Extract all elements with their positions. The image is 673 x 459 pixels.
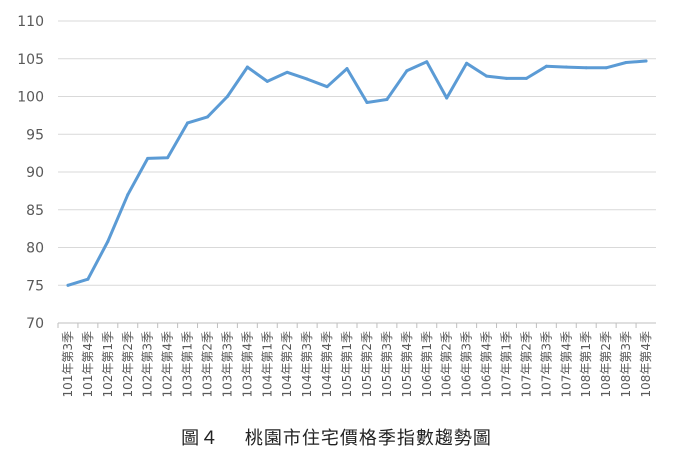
x-tick-label: 103年第4季: [240, 331, 254, 398]
x-tick-label: 107年第3季: [539, 331, 553, 398]
x-tick-label: 102年第2季: [121, 331, 135, 398]
data-point: [604, 66, 608, 70]
data-point: [305, 77, 309, 81]
y-tick-label: 105: [17, 52, 44, 68]
data-point: [106, 239, 110, 243]
y-axis-ticks: 70 75 80 85 90 95 100 105 110: [17, 14, 44, 332]
x-tick-label: 108年第4季: [639, 331, 653, 398]
data-point: [146, 156, 150, 160]
x-tick-label: 105年第2季: [360, 331, 374, 398]
y-tick-label: 85: [26, 203, 44, 219]
data-point: [265, 79, 269, 83]
x-tick-label: 106年第2季: [440, 331, 454, 398]
x-tick-label: 104年第2季: [280, 331, 294, 398]
y-tick-label: 70: [26, 316, 44, 332]
x-tick-label: 105年第1季: [340, 331, 354, 398]
y-tick-label: 80: [26, 241, 44, 257]
data-point: [225, 95, 229, 98]
x-tick-label: 105年第4季: [400, 331, 414, 398]
x-tick-label: 104年第3季: [300, 331, 314, 398]
x-tick-label: 106年第4季: [480, 331, 494, 398]
y-tick-label: 90: [26, 165, 44, 181]
x-tick-label: 107年第1季: [500, 331, 514, 398]
y-tick-label: 95: [26, 127, 44, 143]
data-point: [425, 60, 429, 64]
y-tick-label: 75: [26, 278, 44, 294]
data-point: [644, 59, 648, 63]
x-tick-label: 108年第3季: [619, 331, 633, 398]
data-point: [345, 67, 349, 71]
x-tick-label: 103年第3季: [220, 331, 234, 398]
data-point: [445, 96, 449, 100]
data-point: [206, 115, 209, 119]
data-point: [86, 277, 90, 281]
gridlines: [57, 20, 656, 328]
data-point: [505, 76, 508, 80]
series-layer: [66, 59, 648, 287]
y-tick-label: 100: [17, 90, 44, 106]
data-point: [544, 64, 548, 68]
data-point: [166, 156, 170, 160]
x-tick-label: 104年第4季: [320, 331, 334, 398]
data-point: [245, 65, 249, 69]
x-tick-label: 106年第1季: [420, 331, 434, 398]
data-point: [66, 283, 70, 287]
x-tick-label: 103年第1季: [181, 331, 195, 398]
x-tick-label: 102年第3季: [141, 331, 155, 398]
data-point: [365, 101, 369, 105]
data-point: [624, 61, 628, 65]
x-axis-ticks: 101年第3季 101年第4季 102年第1季 102年第2季 102年第3季 102年第…: [61, 331, 653, 398]
x-tick-label: 101年第3季: [61, 331, 75, 398]
y-tick-label: 110: [17, 14, 44, 30]
data-point: [564, 65, 568, 69]
data-point: [405, 69, 409, 73]
x-tick-label: 108年第1季: [579, 331, 593, 398]
data-point: [285, 70, 289, 74]
data-point: [485, 74, 489, 78]
x-tick-label: 102年第4季: [161, 331, 175, 398]
series-line: [66, 59, 648, 287]
x-tick-label: 106年第3季: [460, 331, 474, 398]
figure-caption: 圖４ 桃園市住宅價格季指數趨勢圖: [181, 428, 492, 449]
data-point: [524, 76, 528, 80]
data-point: [126, 193, 130, 197]
x-tick-label: 101年第4季: [81, 331, 95, 398]
data-point: [186, 121, 190, 125]
x-tick-label: 103年第2季: [201, 331, 215, 398]
data-point: [325, 85, 329, 89]
x-tick-label: 107年第2季: [519, 331, 533, 398]
x-tick-label: 108年第2季: [599, 331, 613, 398]
x-tick-label: 104年第1季: [260, 331, 274, 398]
x-tick-label: 107年第4季: [559, 331, 573, 398]
data-point: [465, 61, 469, 65]
x-tick-label: 102年第1季: [101, 331, 115, 398]
data-point: [385, 98, 389, 102]
x-tick-label: 105年第3季: [380, 331, 394, 398]
data-point: [584, 66, 588, 70]
